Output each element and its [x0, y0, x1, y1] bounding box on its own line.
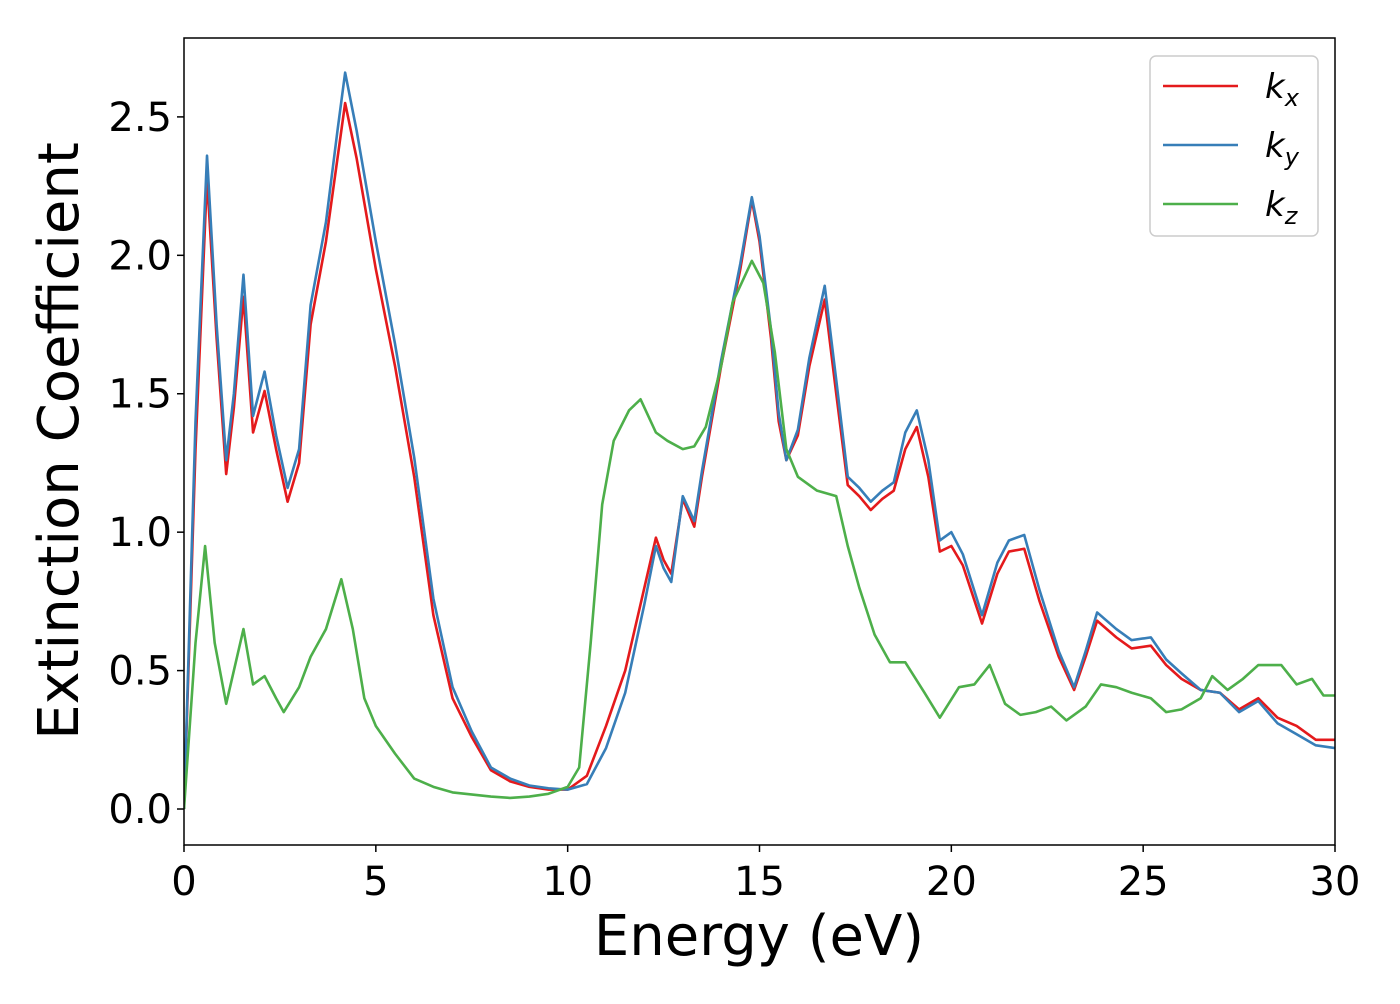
- x-tick-label: 0: [171, 859, 196, 905]
- y-tick-label: 0.0: [108, 787, 172, 833]
- plot-area: [184, 38, 1335, 845]
- y-tick-label: 2.5: [108, 95, 172, 141]
- y-tick-label: 1.0: [108, 510, 172, 556]
- x-tick-label: 30: [1310, 859, 1361, 905]
- plot-frame: [183, 37, 1336, 846]
- series-line: [184, 71, 1335, 810]
- y-tick-label: 0.5: [108, 649, 172, 695]
- x-tick-label: 25: [1118, 859, 1169, 905]
- y-tick-label: 2.0: [108, 233, 172, 279]
- legend: kx ky kz: [1149, 55, 1319, 237]
- x-tick-label: 10: [542, 859, 593, 905]
- x-tick-label: 15: [734, 859, 785, 905]
- y-tick-label: 1.5: [108, 372, 172, 418]
- x-tick-label: 20: [926, 859, 977, 905]
- y-axis-label: Extinction Coefficient: [27, 142, 92, 740]
- series-line: [184, 259, 1335, 810]
- legend-label: kz: [1265, 185, 1299, 230]
- legend-label: kx: [1265, 67, 1300, 112]
- x-axis-label: Energy (eV): [594, 904, 924, 969]
- x-tick-label: 5: [363, 859, 388, 905]
- legend-label: ky: [1265, 126, 1300, 171]
